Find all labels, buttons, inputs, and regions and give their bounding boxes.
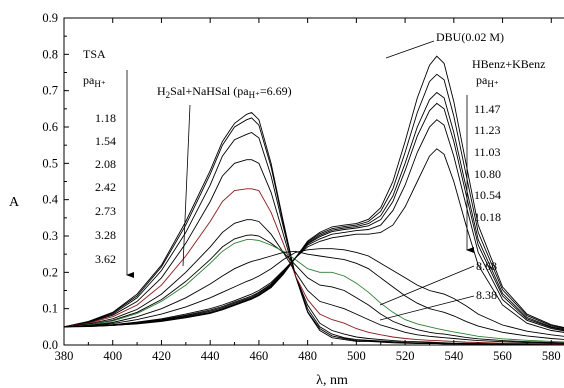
y-tick-label: 0.2 xyxy=(42,265,58,279)
tsa-values: 1.18 1.54 2.08 2.42 2.73 3.28 3.62 xyxy=(95,111,116,266)
low-ph-value: 8.38 xyxy=(476,288,497,302)
y-tick-label: 0.5 xyxy=(42,156,58,170)
dbu-label: DBU(0.02 M) xyxy=(436,30,504,44)
low-ph-value: 8.68 xyxy=(476,259,497,273)
spectrum-curve-8 xyxy=(63,239,564,343)
x-tick-label: 380 xyxy=(55,349,74,363)
benz-annotation: HBenz+KBenz paH⁺ 11.47 11.23 11.03 10.80 10.… xyxy=(379,57,545,321)
sal-leader xyxy=(182,104,191,267)
x-tick-label: 560 xyxy=(493,349,512,363)
spectrum-curve-14 xyxy=(63,91,564,330)
benz-value: 11.47 xyxy=(474,102,501,116)
tsa-annotation: TSA paH⁺ 1.18 1.54 2.08 2.42 2.73 3.28 3.62 xyxy=(83,47,134,278)
x-tick-label: 420 xyxy=(152,349,171,363)
y-tick-label: 0.4 xyxy=(42,193,58,207)
x-tick-label: 440 xyxy=(201,349,220,363)
x-axis-title: λ, nm xyxy=(316,373,348,388)
tsa-value: 3.62 xyxy=(95,252,116,266)
x-tick-label: 480 xyxy=(298,349,317,363)
tsa-value: 1.54 xyxy=(95,134,116,148)
y-tick-label: 0.7 xyxy=(42,84,58,98)
low-ph-values: 8.68 8.38 xyxy=(476,259,497,302)
benz-value: 11.23 xyxy=(474,123,501,137)
dbu-leader xyxy=(385,40,435,59)
x-tick-label: 520 xyxy=(396,349,415,363)
benz-value: 10.18 xyxy=(474,210,501,224)
spectra-curves xyxy=(63,55,564,346)
tsa-value: 1.18 xyxy=(95,111,116,125)
tsa-value: 2.42 xyxy=(95,180,116,194)
spectrum-curve-10 xyxy=(63,248,564,337)
y-tick-label: 0.8 xyxy=(42,47,58,61)
spectrum-curve-11 xyxy=(63,148,564,333)
spectrum-curve-7 xyxy=(63,234,564,344)
spectrum-curve-9 xyxy=(63,250,564,340)
y-axis: 0.0 0.1 0.2 0.3 0.4 0.5 0.6 0.7 0.8 0.9 xyxy=(42,11,69,352)
sal-label: H2Sal+NaHSal (paH⁺=6.69) xyxy=(157,84,292,100)
spectrum-curve-6 xyxy=(63,219,564,344)
benz-pa-label: paH⁺ xyxy=(476,73,499,89)
x-tick-label: 460 xyxy=(250,349,269,363)
benz-value: 10.54 xyxy=(474,188,501,202)
spectrum-curve-13 xyxy=(63,102,564,331)
benz-value: 11.03 xyxy=(474,145,501,159)
y-tick-label: 0.6 xyxy=(42,120,58,134)
y-tick-label: 0.9 xyxy=(42,11,58,25)
dbu-annotation: DBU(0.02 M) xyxy=(385,30,504,59)
spectrum-curve-5 xyxy=(63,188,564,345)
spectrum-curve-12 xyxy=(63,119,564,332)
leader-838 xyxy=(379,295,475,321)
benz-value: 10.80 xyxy=(474,167,501,181)
y-tick-label: 0.0 xyxy=(42,338,58,352)
y-tick-label: 0.1 xyxy=(42,302,58,316)
x-tick-label: 400 xyxy=(103,349,122,363)
x-axis: 380400420440460480500520540560580600 xyxy=(55,18,561,363)
spectrum-curve-4 xyxy=(63,159,564,345)
benz-values: 11.47 11.23 11.03 10.80 10.54 10.18 xyxy=(474,102,501,224)
benz-label: HBenz+KBenz xyxy=(472,57,545,71)
y-axis-title: A xyxy=(9,195,20,210)
x-tick-label: 580 xyxy=(542,349,561,363)
tsa-value: 3.28 xyxy=(95,228,116,242)
x-tick-label: 540 xyxy=(444,349,463,363)
y-tick-label: 0.3 xyxy=(42,229,58,243)
tsa-pa-label: paH⁺ xyxy=(83,73,106,89)
tsa-value: 2.08 xyxy=(95,157,116,171)
sal-annotation: H2Sal+NaHSal (paH⁺=6.69) xyxy=(157,84,292,267)
tsa-label: TSA xyxy=(83,47,106,61)
x-tick-label: 500 xyxy=(347,349,366,363)
spectrum-curve-16 xyxy=(63,55,564,328)
tsa-value: 2.73 xyxy=(95,204,116,218)
leader-868 xyxy=(379,265,475,306)
